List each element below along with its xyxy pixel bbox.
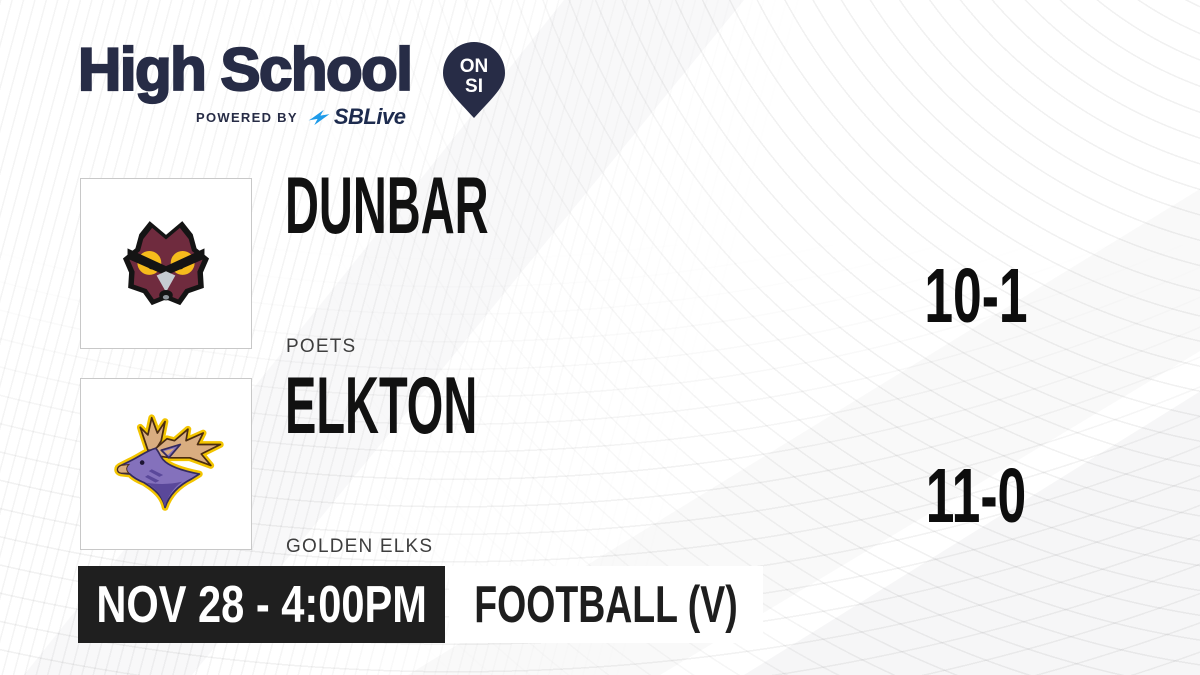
team-b-record: 11-0: [925, 453, 1027, 539]
on-si-pin-icon: ON SI: [443, 42, 505, 118]
team-a-name: DUNBAR: [285, 161, 489, 251]
event-datetime-bar: NOV 28 - 4:00PM: [78, 566, 445, 643]
team-a-logo-box: [80, 178, 252, 349]
elk-mascot-icon: [114, 413, 224, 511]
team-a-record: 10-1: [924, 253, 1028, 339]
event-sport: FOOTBALL (V): [474, 575, 738, 634]
pin-text-si: SI: [465, 76, 483, 97]
team-b-name: ELKTON: [285, 361, 478, 451]
event-datetime: NOV 28 - 4:00PM: [96, 575, 427, 634]
powered-by-label: POWERED BY: [196, 109, 298, 125]
powered-by-row: POWERED BY SBLive: [196, 104, 406, 130]
sblive-bolt-icon: [308, 109, 330, 125]
sblive-wordmark: SBLive: [333, 104, 406, 129]
team-a-mascot: POETS: [286, 336, 357, 357]
sblive-logo: SBLive: [307, 104, 406, 130]
team-b-mascot: GOLDEN ELKS: [286, 536, 434, 557]
owl-mascot-icon: [122, 220, 210, 305]
event-sport-bar: FOOTBALL (V): [449, 566, 763, 643]
team-b-logo-box: [80, 378, 252, 550]
brand-wordmark: High School: [77, 36, 414, 103]
pin-text-on: ON: [460, 56, 489, 77]
